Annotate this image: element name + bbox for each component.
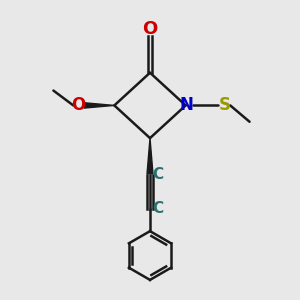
Text: C: C xyxy=(152,201,163,216)
Polygon shape xyxy=(147,138,153,174)
Text: O: O xyxy=(142,20,158,38)
Polygon shape xyxy=(84,103,114,108)
Text: N: N xyxy=(179,96,193,114)
Text: O: O xyxy=(71,96,86,114)
Text: C: C xyxy=(152,167,163,182)
Text: S: S xyxy=(218,96,230,114)
